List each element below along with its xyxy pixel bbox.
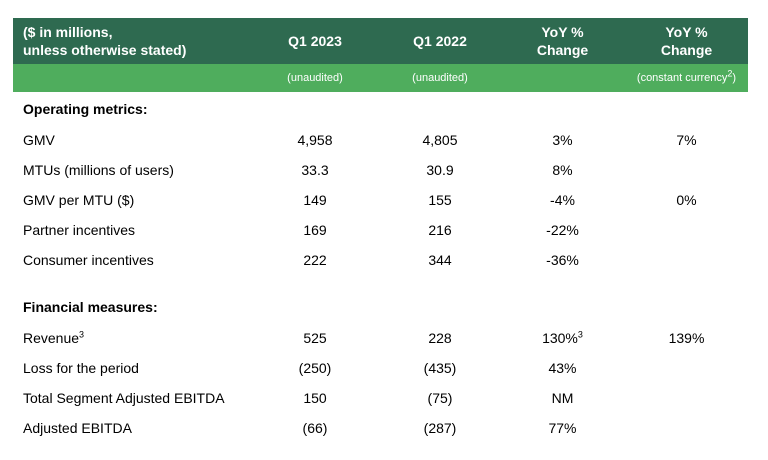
table-row: Total Segment Adjusted EBITDA 150 (75) NM bbox=[13, 383, 748, 413]
metric-label-line2: unless otherwise stated) bbox=[23, 42, 187, 58]
metrics-table: ($ in millions, unless otherwise stated)… bbox=[13, 18, 748, 443]
yoy-change-value-cell: NM bbox=[551, 390, 574, 406]
column-header-q1-2022: Q1 2022 bbox=[413, 33, 467, 49]
q1-2022-value-cell: 155 bbox=[428, 192, 452, 208]
q1-2023-value-cell: 33.3 bbox=[301, 162, 329, 178]
q1-2023-value-cell: (250) bbox=[298, 360, 332, 376]
yoy-change-constant-currency-value-cell bbox=[625, 215, 748, 245]
metric-label-cell: Total Segment Adjusted EBITDA bbox=[23, 390, 225, 406]
q1-2022-value-cell: 4,805 bbox=[422, 132, 458, 148]
column-header-metric-label: ($ in millions, unless otherwise stated) bbox=[13, 18, 250, 64]
metric-label-cell: GMV per MTU ($) bbox=[23, 192, 135, 208]
metric-label-cell: Loss for the period bbox=[23, 360, 139, 376]
q1-2022-value-cell: 344 bbox=[428, 252, 452, 268]
column-header-q1-2023: Q1 2023 bbox=[288, 33, 342, 49]
column-header-yoy-change: YoY % Change bbox=[500, 18, 625, 64]
table-header-row: ($ in millions, unless otherwise stated)… bbox=[13, 18, 748, 64]
metric-label-cell: Partner incentives bbox=[23, 222, 136, 238]
yoy-change-constant-currency-value-cell: 7% bbox=[676, 132, 697, 148]
metric-label-line1: ($ in millions, bbox=[23, 24, 113, 40]
table-subheader-row: (unaudited) (unaudited) (constant curren… bbox=[13, 64, 748, 92]
yoy-cc-header-line1: YoY % bbox=[665, 24, 708, 40]
yoy-change-value-cell: 43% bbox=[548, 360, 577, 376]
table-row: GMV per MTU ($) 149 155 -4% 0% bbox=[13, 185, 748, 215]
constant-currency-footnote-sup: 2 bbox=[727, 68, 733, 79]
yoy-change-value-cell: 130%3 bbox=[542, 329, 583, 346]
metric-label-cell: Revenue3 bbox=[23, 329, 85, 346]
section-title: Operating metrics: bbox=[23, 100, 148, 117]
yoy-header-line2: Change bbox=[536, 42, 589, 58]
yoy-change-value-cell: -36% bbox=[546, 252, 579, 268]
yoy-change-constant-currency-value-cell bbox=[625, 353, 748, 383]
yoy-change-constant-currency-value-cell: 0% bbox=[676, 192, 697, 208]
yoy-change-constant-currency-value-cell bbox=[625, 155, 748, 185]
q1-2022-value-cell: 216 bbox=[428, 222, 452, 238]
spacer-cell bbox=[13, 275, 748, 290]
q1-2022-value-cell: (287) bbox=[423, 420, 457, 436]
section-spacer-row bbox=[13, 275, 748, 290]
yoy-cc-header-line2: Change bbox=[660, 42, 713, 58]
subheader-unaudited-q1-2023: (unaudited) bbox=[287, 72, 343, 84]
table-body: Operating metrics: GMV 4,958 4,805 3% 7% MTUs … bbox=[13, 92, 748, 443]
yoy-change-value-cell: 77% bbox=[548, 420, 577, 436]
q1-2023-value-cell: 222 bbox=[303, 252, 327, 268]
q1-2023-value-cell: 4,958 bbox=[297, 132, 333, 148]
metric-label-cell: Adjusted EBITDA bbox=[23, 420, 132, 436]
constant-currency-text: (constant currency bbox=[636, 72, 728, 84]
metric-label-cell: Consumer incentives bbox=[23, 252, 154, 268]
q1-2022-value-cell: (75) bbox=[427, 390, 453, 406]
yoy-change-value-cell: 3% bbox=[552, 132, 573, 148]
yoy-change-constant-currency-value-cell bbox=[625, 383, 748, 413]
q1-2022-value-cell: 30.9 bbox=[426, 162, 454, 178]
footnote-sup: 3 bbox=[577, 329, 583, 340]
yoy-change-constant-currency-value-cell bbox=[625, 245, 748, 275]
subheader-constant-currency-note: (constant currency2) bbox=[625, 64, 748, 92]
column-header-yoy-change-constant-currency: YoY % Change bbox=[625, 18, 748, 64]
q1-2022-value-cell: 228 bbox=[428, 330, 452, 346]
section-header-row: Financial measures: bbox=[13, 290, 748, 323]
yoy-change-value-cell: -4% bbox=[550, 192, 575, 208]
section-header-row: Operating metrics: bbox=[13, 92, 748, 125]
section-title: Financial measures: bbox=[23, 298, 158, 315]
table-row: Revenue3 525 228 130%3 139% bbox=[13, 323, 748, 353]
table-row: Loss for the period (250) (435) 43% bbox=[13, 353, 748, 383]
table-row: Partner incentives 169 216 -22% bbox=[13, 215, 748, 245]
q1-2023-value-cell: (66) bbox=[302, 420, 328, 436]
yoy-change-value-cell: 8% bbox=[552, 162, 573, 178]
subheader-yoy-empty-cell bbox=[500, 64, 625, 92]
yoy-change-constant-currency-value-cell bbox=[625, 413, 748, 443]
yoy-header-line1: YoY % bbox=[541, 24, 584, 40]
yoy-change-value-cell: -22% bbox=[546, 222, 579, 238]
q1-2022-value-cell: (435) bbox=[423, 360, 457, 376]
footnote-sup: 3 bbox=[79, 329, 85, 340]
q1-2023-value-cell: 169 bbox=[303, 222, 327, 238]
q1-2023-value-cell: 525 bbox=[303, 330, 327, 346]
table-row: GMV 4,958 4,805 3% 7% bbox=[13, 125, 748, 155]
q1-2023-value-cell: 149 bbox=[303, 192, 327, 208]
table-row: MTUs (millions of users) 33.3 30.9 8% bbox=[13, 155, 748, 185]
metric-label-cell: GMV bbox=[23, 132, 55, 148]
financial-results-table: ($ in millions, unless otherwise stated)… bbox=[13, 18, 748, 443]
yoy-change-constant-currency-value-cell: 139% bbox=[668, 330, 705, 346]
table-row: Consumer incentives 222 344 -36% bbox=[13, 245, 748, 275]
subheader-empty-cell bbox=[13, 64, 250, 92]
subheader-unaudited-q1-2022: (unaudited) bbox=[412, 72, 468, 84]
constant-currency-close-paren: ) bbox=[732, 72, 737, 84]
q1-2023-value-cell: 150 bbox=[303, 390, 327, 406]
metric-label-cell: MTUs (millions of users) bbox=[23, 162, 174, 178]
table-row: Adjusted EBITDA (66) (287) 77% bbox=[13, 413, 748, 443]
